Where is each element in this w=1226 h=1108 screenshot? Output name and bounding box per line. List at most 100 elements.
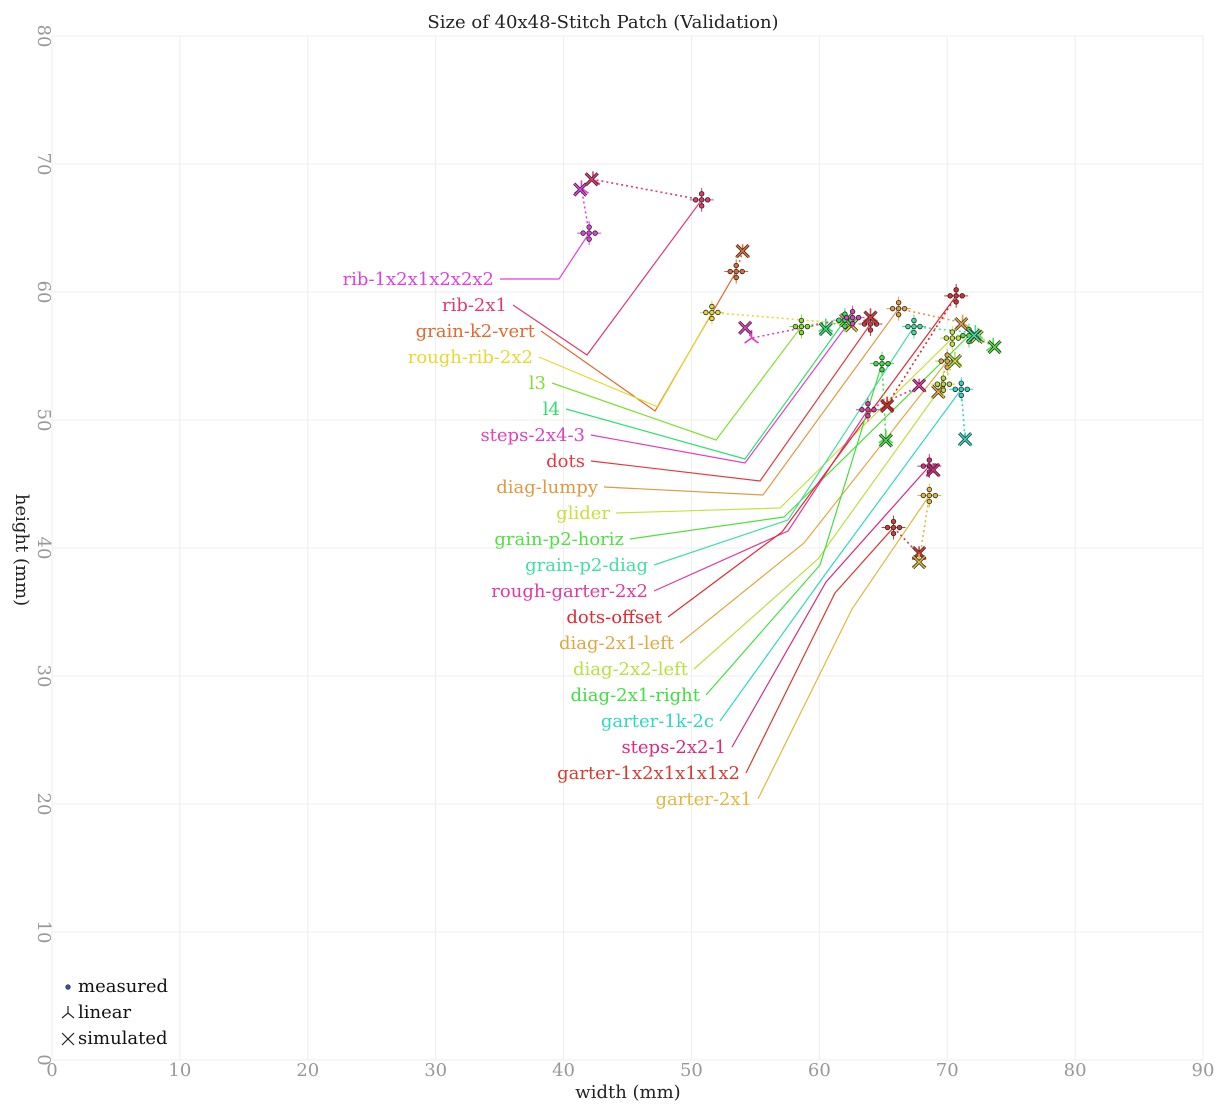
measured-point — [836, 317, 842, 323]
simulated-point — [573, 182, 588, 197]
leader-line — [629, 335, 970, 540]
y-tick-label: 80 — [33, 25, 54, 48]
x-axis-title: width (mm) — [575, 1082, 680, 1103]
measured-point — [715, 309, 721, 316]
series-label: garter-2x1 — [656, 789, 753, 810]
label-leader-lines — [500, 199, 970, 800]
measured-point — [843, 314, 850, 321]
connector-line — [591, 178, 702, 201]
measured-point — [586, 230, 592, 236]
measured-point — [733, 274, 739, 281]
measured-point — [940, 387, 947, 393]
series-label: dots — [546, 451, 585, 472]
measured-point — [804, 323, 811, 330]
series-label: diag-2x2-left — [573, 659, 689, 680]
measured-point — [879, 354, 885, 361]
leader-line — [603, 308, 900, 496]
measured-point — [733, 268, 739, 275]
measured-point — [959, 293, 965, 299]
series-label: l4 — [543, 399, 560, 420]
legend: measured linear simulated — [61, 976, 168, 1049]
leader-line — [615, 337, 953, 514]
simulated-point — [967, 328, 982, 343]
measured-point — [873, 360, 879, 367]
y-tick-label: 0 — [33, 1054, 54, 1065]
measured-point — [940, 375, 947, 381]
measured-point — [867, 321, 874, 327]
x-tick-label: 90 — [1192, 1060, 1215, 1081]
measured-point — [879, 360, 885, 367]
measured-point — [920, 492, 927, 499]
series-label: dots-offset — [566, 607, 662, 628]
measured-point — [943, 335, 950, 341]
measured-point — [703, 309, 709, 316]
measured-point — [946, 381, 953, 387]
measured-point — [586, 224, 592, 230]
measured-point — [911, 317, 917, 324]
measured-point — [958, 386, 964, 392]
measured-point — [867, 327, 874, 333]
legend-label: measured — [78, 976, 168, 997]
leader-line — [565, 319, 846, 460]
measured-point — [849, 314, 856, 321]
measured-point — [798, 317, 805, 324]
measured-point — [692, 197, 699, 203]
measured-point — [849, 320, 856, 327]
y-tick-label: 10 — [33, 921, 54, 944]
x-tick-label: 60 — [808, 1060, 831, 1081]
measured-point — [586, 236, 592, 242]
x-tick-label: 0 — [46, 1060, 57, 1081]
series-label: rough-rib-2x2 — [408, 347, 533, 368]
measured-point — [949, 341, 956, 347]
y-axis-title: height (mm) — [11, 494, 32, 606]
y-tick-label: 30 — [33, 665, 54, 688]
measured-point — [698, 191, 705, 197]
simulated-point — [863, 310, 878, 325]
measured-point — [953, 299, 959, 305]
measured-point — [949, 335, 956, 341]
series-label: rough-garter-2x2 — [491, 581, 648, 602]
series-label: grain-p2-horiz — [494, 529, 624, 550]
simulated-point — [818, 322, 833, 337]
measured-point — [960, 332, 966, 339]
measured-point — [938, 358, 944, 364]
grid-lines — [51, 35, 1204, 1061]
leader-line — [653, 409, 869, 592]
measured-point — [871, 407, 877, 413]
measured-point — [885, 360, 891, 367]
measured-point — [896, 524, 903, 531]
simulated-point — [584, 172, 599, 187]
measured-point — [934, 381, 941, 387]
measured-point — [859, 407, 865, 413]
measured-point — [884, 524, 891, 531]
measured-point — [940, 381, 947, 387]
measured-point — [842, 323, 848, 329]
y-tick-labels: 0 10 20 30 40 50 60 70 80 — [33, 25, 54, 1066]
simulated-point — [735, 243, 750, 259]
measured-point — [926, 492, 933, 499]
measured-point — [955, 335, 962, 341]
measured-point — [792, 323, 799, 330]
x-tick-label: 10 — [168, 1060, 191, 1081]
measured-point — [890, 524, 897, 531]
measured-point — [709, 303, 715, 310]
measured-point — [739, 268, 745, 275]
measured-point — [890, 518, 897, 525]
measured-point — [889, 305, 896, 312]
simulated-point — [912, 555, 927, 570]
measured-point — [944, 358, 950, 364]
y-tick-label: 20 — [33, 793, 54, 816]
x-tick-label: 40 — [552, 1060, 575, 1081]
leader-line — [590, 323, 871, 482]
leader-line — [745, 527, 894, 774]
measured-point — [947, 293, 953, 299]
measured-point — [920, 463, 927, 469]
measured-point — [895, 305, 902, 312]
series-label: garter-1k-2c — [601, 711, 714, 732]
measured-point — [727, 268, 733, 275]
leader-line — [719, 388, 962, 722]
legend-label: simulated — [78, 1028, 168, 1049]
leader-line — [538, 312, 713, 408]
measured-point — [958, 380, 964, 386]
